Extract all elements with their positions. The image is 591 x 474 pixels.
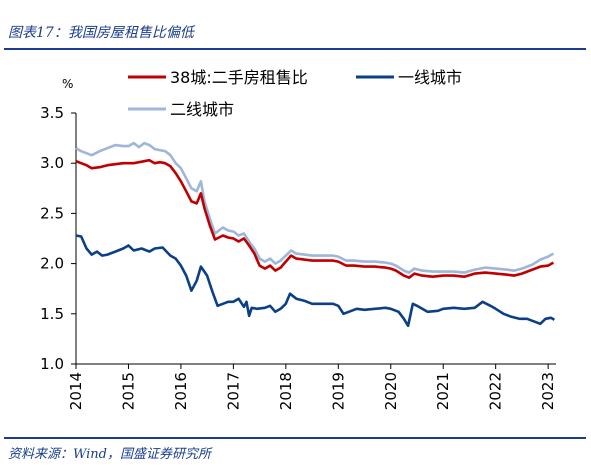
title-rule (4, 48, 586, 50)
source-rule (4, 437, 586, 439)
y-tick-label: 1.5 (40, 305, 64, 323)
x-tick-label: 2017 (224, 372, 242, 410)
series-lines (75, 141, 556, 328)
x-tick-label: 2019 (329, 372, 347, 410)
x-tick-label: 2020 (382, 372, 400, 410)
source-note: 资料来源：Wind，国盛证券研究所 (8, 447, 211, 462)
y-tick-label: 1.0 (40, 355, 64, 373)
y-tick-label: 2.0 (40, 255, 64, 273)
x-tick-label: 2021 (434, 372, 452, 410)
x-tick-label: 2018 (277, 372, 295, 410)
series-line-0 (75, 158, 555, 279)
y-unit-label: % (62, 77, 73, 91)
x-tick-label: 2022 (487, 372, 505, 410)
y-tick-label: 3.5 (40, 104, 64, 122)
legend-label-1: 一线城市 (398, 68, 462, 87)
series-line-1 (75, 234, 556, 328)
x-axis: 2014 2015 2016 2017 2018 2019 2020 2021 2022 2023 (67, 363, 557, 410)
series-line-2 (75, 141, 555, 274)
figure-title: 图表17：我国房屋租售比偏低 (8, 25, 194, 41)
legend-label-2: 二线城市 (170, 100, 234, 119)
x-tick-label: 2015 (119, 372, 137, 410)
y-tick-label: 3.0 (40, 154, 64, 172)
x-tick-label: 2023 (539, 372, 557, 410)
x-tick-label: 2014 (67, 372, 85, 410)
legend-label-0: 38城:二手房租售比 (170, 68, 308, 87)
y-axis: 1.0 1.5 2.0 2.5 3.0 3.5 (40, 104, 77, 373)
x-tick-label: 2016 (172, 372, 190, 410)
y-tick-label: 2.5 (40, 204, 64, 222)
